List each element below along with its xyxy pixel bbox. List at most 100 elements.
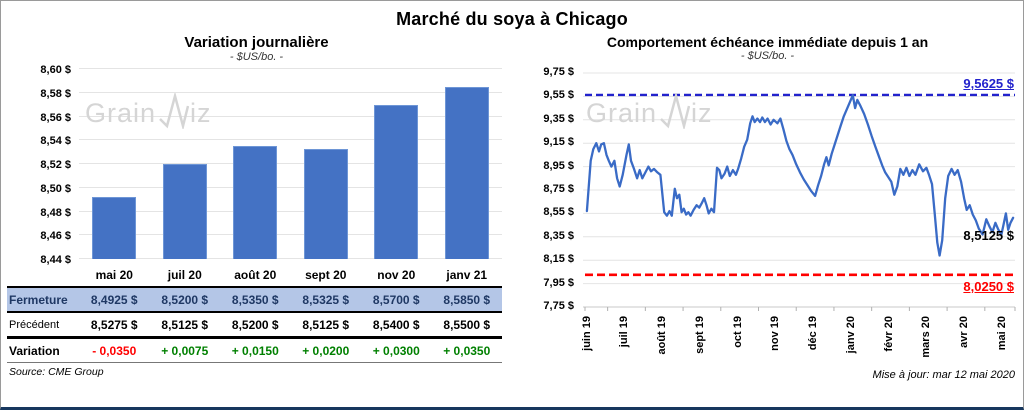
x-tick-label: mars 20 (920, 316, 933, 358)
line-y-tick-label: 7,95 $ (543, 276, 574, 289)
table-cell: 8,5325 $ (302, 293, 350, 307)
bar-gridline (79, 163, 502, 164)
table-cell: 8,5125 $ (161, 318, 209, 332)
line-y-tick-label: 9,35 $ (543, 112, 574, 125)
column-header: juil 20 (167, 268, 202, 282)
bar (92, 196, 137, 259)
bar-y-tick-label: 8,44 $ (40, 254, 71, 266)
bar-slot-août 20 (220, 69, 291, 259)
source-note: Source: CME Group (9, 366, 104, 378)
daily-variation-panel: Variation journalière - $US/bo. - Grain … (1, 30, 512, 381)
table-cell: 8,5200 $ (231, 318, 279, 332)
column-header: août 20 (234, 268, 277, 282)
table-cell: + 0,0300 (372, 344, 420, 358)
bar-slot-mai 20 (79, 69, 150, 259)
bar-gridline (79, 139, 502, 141)
line-y-tick-label: 9,55 $ (543, 89, 574, 102)
min-line-label: 8,0250 $ (963, 278, 1014, 294)
bar-y-tick-label: 8,56 $ (40, 111, 71, 124)
table-cell: - 0,0350 (92, 344, 137, 358)
bar-chart-title: Variation journalière (184, 34, 329, 51)
table-row: Précédent 8,5275 $ 8,5125 $ 8,5200 $ 8,5125 … (7, 313, 502, 339)
x-tick-label: janv 20 (844, 316, 857, 354)
bar-slot-nov 20 (361, 69, 432, 259)
line-y-tick-label: 8,95 $ (543, 159, 574, 172)
table-cell: + 0,0200 (302, 344, 350, 358)
bar-chart-subtitle: - $US/bo. - (229, 51, 284, 63)
panels: Variation journalière - $US/bo. - Grain … (1, 30, 1023, 381)
table-corner-cell (7, 270, 79, 279)
bar-y-tick-label: 8,52 $ (40, 159, 71, 171)
x-tick-label: avr 20 (957, 316, 970, 348)
row-label: Précédent (9, 319, 60, 331)
last-value-label: 8,5125 $ (963, 227, 1014, 243)
column-header: sept 20 (305, 268, 347, 282)
bar (233, 146, 278, 259)
line-y-axis: 7,75 $ 7,95 $ 8,15 $ 8,35 $ 8,55 $ 8,75 $ 8,95… (512, 66, 582, 313)
x-tick-label: mai 20 (995, 316, 1008, 351)
bar-y-tick-label: 8,46 $ (40, 230, 71, 243)
bar-y-tick-label: 8,54 $ (40, 135, 71, 148)
x-tick-label: août 19 (656, 316, 669, 355)
bar-slot-juil 20 (150, 69, 221, 259)
bar (162, 164, 207, 259)
bar-y-axis: 8,44 $ 8,46 $ 8,48 $ 8,50 $ 8,52 $ 8,54 $ 8,56… (7, 64, 79, 266)
bar-plot-area: Grain iz 8,44 $8,46 $8,48 $8,50 $8,52 $8… (7, 64, 502, 266)
line-y-tick-label: 9,15 $ (543, 136, 574, 149)
bar-gridline (79, 234, 502, 236)
row-label: Variation (9, 344, 60, 358)
table-cell: 8,5350 $ (231, 293, 279, 307)
bar-y-tick-label: 8,60 $ (40, 64, 71, 76)
bar-gridline (79, 115, 502, 117)
bar-y-tick-label: 8,48 $ (40, 206, 71, 219)
update-note: Mise à jour: mar 12 mai 2020 (872, 369, 1015, 381)
bar-gridline (79, 258, 502, 259)
x-tick-label: juin 19 (580, 316, 593, 351)
table-header-row: mai 20 juil 20 août 20 sept 20 nov 20 janv 21 (7, 263, 502, 288)
x-tick-label: févr 20 (882, 316, 895, 352)
line-chart-subtitle: - $US/bo. - (740, 50, 795, 62)
line-y-tick-label: 8,15 $ (543, 253, 574, 266)
column-header: mai 20 (95, 268, 133, 282)
line-y-tick-label: 8,55 $ (543, 206, 574, 219)
bar-gridline (79, 186, 502, 188)
table-row: Variation - 0,0350 + 0,0075 + 0,0150 + 0,020… (7, 339, 502, 363)
bar-y-tick-label: 8,58 $ (40, 87, 71, 100)
price-line (585, 94, 1015, 257)
page-title: Marché du soya à Chicago (396, 9, 628, 29)
table-cell: 8,4925 $ (90, 293, 138, 307)
table-cell: 8,5275 $ (90, 318, 138, 332)
table-cell: + 0,0075 (161, 344, 209, 358)
row-label: Fermeture (9, 293, 68, 307)
table-cell: 8,5700 $ (372, 293, 420, 307)
x-tick-label: sept 19 (693, 316, 706, 354)
bar (374, 104, 419, 259)
table-cell: 8,5500 $ (443, 318, 491, 332)
column-header: nov 20 (377, 268, 416, 282)
table-row: Fermeture 8,4925 $ 8,5200 $ 8,5350 $ 8,5325 … (7, 288, 502, 313)
bar-y-tick-label: 8,50 $ (40, 182, 71, 195)
line-chart-title: Comportement échéance immédiate depuis 1… (606, 34, 929, 50)
table-cell: 8,5200 $ (161, 293, 209, 307)
line-x-axis: juin 19 juil 19 août 19 sept 19 oct 19 nov 19… (580, 313, 1018, 367)
table-cell: 8,5850 $ (443, 293, 491, 307)
line-plot-area: Grain iz 9,5625 $ 8,0250 $ 8,5125 $ (582, 67, 1018, 313)
bar (444, 86, 489, 259)
table-cell: + 0,0350 (443, 344, 491, 358)
bar-slot-sept 20 (291, 69, 362, 259)
table-cell: 8,5125 $ (302, 318, 350, 332)
table-cell: 8,5400 $ (372, 318, 420, 332)
bar-gridline (79, 91, 502, 93)
line-chart-svg (583, 72, 1016, 311)
bar-chart: Grain iz 8,44 $8,46 $8,48 $8,50 $8,52 $8… (1, 64, 512, 378)
column-header: janv 21 (446, 268, 488, 282)
x-tick-label: juil 19 (618, 316, 631, 348)
line-y-tick-label: 8,35 $ (543, 229, 574, 242)
line-y-tick-label: 8,75 $ (543, 183, 574, 195)
bar-gridline (79, 210, 502, 212)
line-chart: 7,75 $ 7,95 $ 8,15 $ 8,35 $ 8,55 $ 8,75 $ 8,95… (512, 66, 1023, 313)
front-month-panel: Comportement échéance immédiate depuis 1… (512, 30, 1023, 381)
max-line-label: 9,5625 $ (963, 75, 1014, 91)
table-cell: + 0,0150 (231, 344, 279, 358)
